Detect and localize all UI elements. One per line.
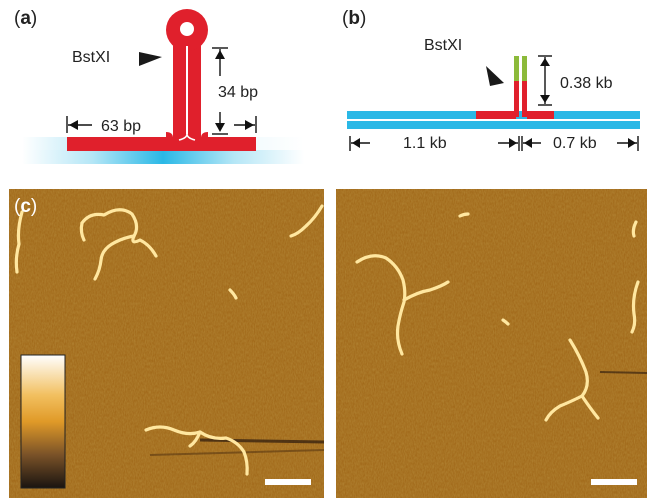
enzyme-label-b: BstXI <box>424 37 463 54</box>
red-stem-left-b <box>514 80 519 117</box>
green-insert-left-b <box>514 56 519 81</box>
afm-image-left <box>9 189 325 498</box>
right-length-label: 0.7 kb <box>553 135 597 152</box>
panel-label-c: (c) <box>14 196 38 217</box>
dna-molecule-11 <box>501 318 510 326</box>
dna-molecule-4 <box>289 204 324 238</box>
arm-length-label: 63 bp <box>101 118 142 135</box>
stem-length-label: 34 bp <box>218 84 259 101</box>
panel-label-a: (a) <box>14 8 38 29</box>
red-segment-left-b <box>476 111 516 119</box>
red-stem-right-b <box>522 80 527 117</box>
dna-molecule-3-arm <box>188 430 202 448</box>
enzyme-pointer-b <box>486 66 504 86</box>
dna-molecule-3 <box>144 425 249 476</box>
insert-length-label: 0.38 kb <box>560 75 613 92</box>
stem-base-gap <box>178 133 196 141</box>
dna-molecule-6-arm <box>402 280 450 302</box>
afm-image-right <box>336 189 647 498</box>
arm-dimension <box>66 116 257 133</box>
stem-dimension <box>212 47 228 135</box>
dna-duplex-bottom-b <box>347 121 640 129</box>
dna-molecule-6 <box>355 254 407 356</box>
green-insert-right-b <box>522 56 527 81</box>
loop-hole <box>180 22 194 36</box>
dna-molecule-8 <box>630 280 640 334</box>
insert-dimension <box>538 55 552 106</box>
enzyme-label-a: BstXI <box>72 49 111 66</box>
length-dimensions-b <box>349 136 639 151</box>
panel-label-b: (b) <box>342 8 367 29</box>
scale-bar-left <box>265 479 311 485</box>
scale-bar-right <box>591 479 637 485</box>
dna-molecule-1-arm <box>79 221 86 242</box>
dna-molecule-5 <box>228 288 238 300</box>
dna-molecule-1 <box>80 208 158 258</box>
height-colorbar <box>20 354 66 489</box>
dna-molecule-9 <box>631 220 638 238</box>
dna-molecule-2 <box>14 210 24 274</box>
red-segment-right-b <box>527 111 554 119</box>
left-length-label: 1.1 kb <box>403 135 447 152</box>
dna-molecule-1-branch <box>93 234 136 281</box>
dna-molecule-10 <box>458 212 470 218</box>
dna-duplex-bottom-a <box>22 150 304 164</box>
enzyme-pointer-a <box>139 52 162 66</box>
dna-molecule-7-arm <box>580 394 600 420</box>
